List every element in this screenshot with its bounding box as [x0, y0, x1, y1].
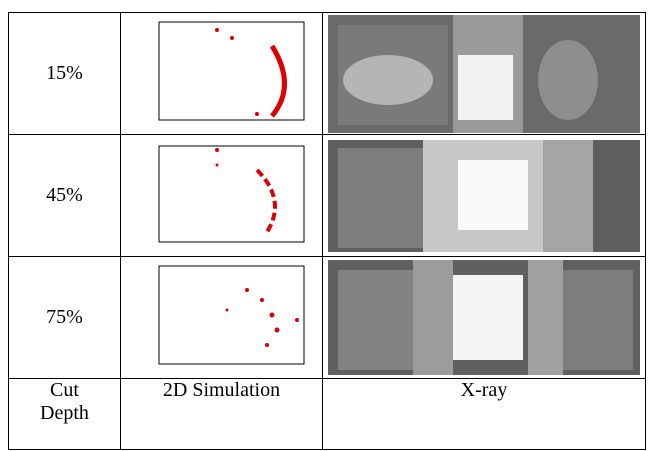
- row: 15%: [9, 13, 646, 135]
- xray: [328, 15, 640, 133]
- xray-image: [323, 257, 646, 379]
- plot: [137, 140, 307, 252]
- xray-image: [323, 135, 646, 257]
- xray: [328, 260, 640, 375]
- simulation-plot: [121, 135, 323, 257]
- cut-depth: 45%: [9, 135, 121, 257]
- xray: [328, 140, 640, 252]
- results-table: 15% 45% 75% Cut Depth 2D Simulation X-ra…: [8, 12, 646, 450]
- footer-row: Cut Depth 2D Simulation X-ray: [9, 379, 646, 450]
- header-text: Cut Depth: [35, 379, 95, 425]
- xray-image: [323, 13, 646, 135]
- row: 45%: [9, 135, 646, 257]
- page: 15% 45% 75% Cut Depth 2D Simulation X-ra…: [0, 0, 652, 451]
- header-cell: 2D Simulation: [121, 379, 323, 450]
- cut-depth: 75%: [9, 257, 121, 379]
- simulation-plot: [121, 257, 323, 379]
- simulation-plot: [121, 13, 323, 135]
- plot: [137, 260, 307, 375]
- cut-depth: 15%: [9, 13, 121, 135]
- header-cell: X-ray: [323, 379, 646, 450]
- plot: [137, 16, 307, 131]
- row: 75%: [9, 257, 646, 379]
- header-cell: Cut Depth: [9, 379, 121, 450]
